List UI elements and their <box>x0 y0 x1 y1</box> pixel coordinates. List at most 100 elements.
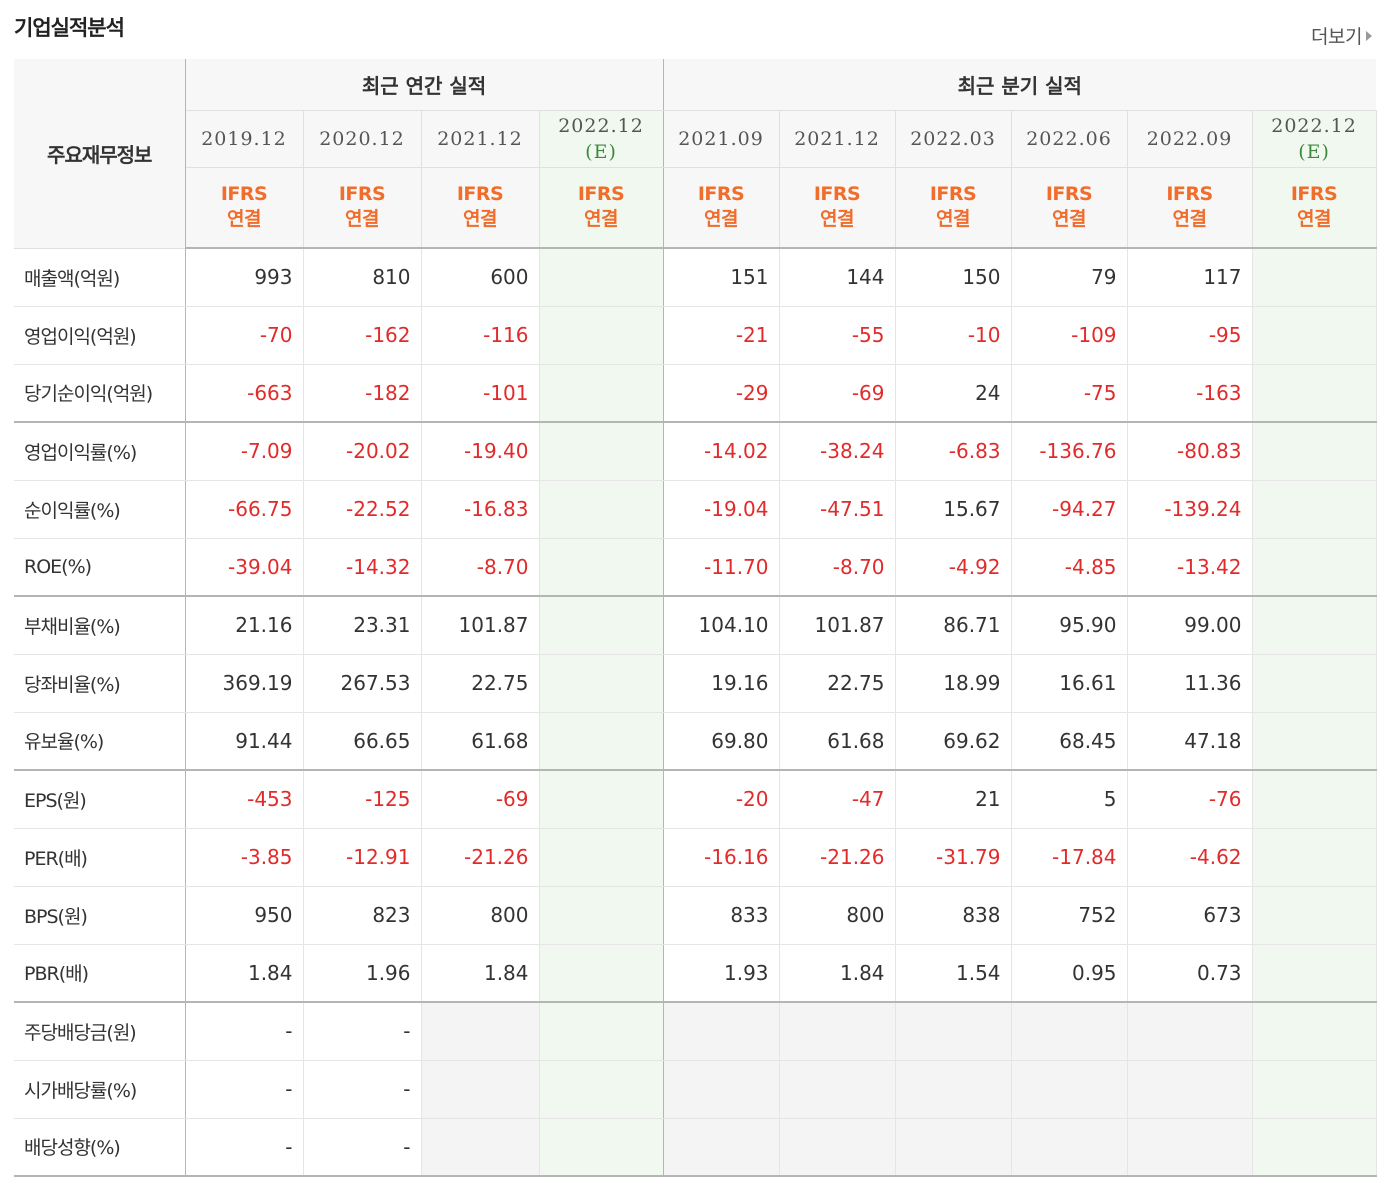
row-label: 영업이익률(%) <box>14 422 186 481</box>
table-cell: 101.87 <box>779 596 896 655</box>
table-cell <box>1252 770 1377 829</box>
table-cell: -69 <box>779 364 896 423</box>
table-cell <box>539 770 664 829</box>
table-cell: -21.26 <box>421 828 540 887</box>
row-label: 배당성향(%) <box>14 1118 186 1177</box>
table-cell: -39.04 <box>185 538 304 597</box>
ifrs-label: IFRS <box>813 183 861 206</box>
table-cell <box>539 248 664 307</box>
table-cell <box>1252 886 1377 945</box>
table-cell <box>895 1060 1012 1119</box>
table-cell <box>421 1002 540 1061</box>
table-cell: 91.44 <box>185 712 304 771</box>
table-cell: -116 <box>421 306 540 365</box>
row-label: 주당배당금(원) <box>14 1002 186 1061</box>
table-cell <box>539 1118 664 1177</box>
table-cell <box>1252 538 1377 597</box>
table-cell: -17.84 <box>1011 828 1128 887</box>
period-header: 2020.12 <box>303 110 422 168</box>
more-link[interactable]: 더보기 <box>1311 22 1372 49</box>
estimate-mark: (E) <box>585 140 617 163</box>
consolidated-label: 연결 <box>463 208 497 231</box>
table-cell: -95 <box>1127 306 1253 365</box>
table-row: PER(배) -3.85 -12.91 -21.26 -16.16 -21.26 -31.7… <box>14 828 1377 887</box>
table-cell: 22.75 <box>421 654 540 713</box>
table-cell <box>539 538 664 597</box>
table-cell: -16.16 <box>663 828 780 887</box>
table-cell: 800 <box>421 886 540 945</box>
table-cell: 19.16 <box>663 654 780 713</box>
table-cell: 673 <box>1127 886 1253 945</box>
table-cell <box>1252 1060 1377 1119</box>
row-label: 당기순이익(억원) <box>14 364 186 423</box>
table-cell: -4.85 <box>1011 538 1128 597</box>
table-cell: 23.31 <box>303 596 422 655</box>
consolidated-label: 연결 <box>704 208 738 231</box>
table-cell <box>663 1060 780 1119</box>
table-cell: -7.09 <box>185 422 304 481</box>
ifrs-badge: IFRS 연결 <box>1127 167 1253 249</box>
row-label: 순이익률(%) <box>14 480 186 539</box>
table-row: 당기순이익(억원) -663 -182 -101 -29 -69 24 -75 -163 <box>14 364 1377 423</box>
table-row: EPS(원) -453 -125 -69 -20 -47 21 5 -76 <box>14 770 1377 829</box>
period-label: 2021.12 <box>437 127 523 150</box>
table-row: 시가배당률(%) - - <box>14 1060 1377 1119</box>
period-header: 2022.12 (E) <box>539 110 664 168</box>
period-header: 2022.09 <box>1127 110 1253 168</box>
table-cell: 369.19 <box>185 654 304 713</box>
ifrs-badge: IFRS 연결 <box>421 167 540 249</box>
table-cell: 950 <box>185 886 304 945</box>
table-cell: 66.65 <box>303 712 422 771</box>
table-cell: 752 <box>1011 886 1128 945</box>
table-cell <box>1252 248 1377 307</box>
table-cell <box>539 480 664 539</box>
table-cell <box>539 1060 664 1119</box>
table-cell <box>539 654 664 713</box>
table-cell <box>1252 712 1377 771</box>
ifrs-label: IFRS <box>220 183 268 206</box>
row-label: 유보율(%) <box>14 712 186 771</box>
table-cell: - <box>185 1002 304 1061</box>
period-label: 2022.03 <box>910 127 996 150</box>
estimate-mark: (E) <box>1298 140 1330 163</box>
annual-group-header: 최근 연간 실적 <box>185 59 664 111</box>
ifrs-label: IFRS <box>338 183 386 206</box>
table-cell: -125 <box>303 770 422 829</box>
table-cell <box>1011 1002 1128 1061</box>
table-cell: 18.99 <box>895 654 1012 713</box>
row-label: 당좌비율(%) <box>14 654 186 713</box>
table-cell: -38.24 <box>779 422 896 481</box>
table-row: 배당성향(%) - - <box>14 1118 1377 1177</box>
table-cell <box>895 1118 1012 1177</box>
table-cell: 1.96 <box>303 944 422 1003</box>
table-cell: 1.84 <box>185 944 304 1003</box>
table-cell: 5 <box>1011 770 1128 829</box>
more-label: 더보기 <box>1311 26 1362 48</box>
table-cell: -66.75 <box>185 480 304 539</box>
row-label: 부채비율(%) <box>14 596 186 655</box>
table-cell: -47 <box>779 770 896 829</box>
row-label: 시가배당률(%) <box>14 1060 186 1119</box>
table-cell <box>421 1118 540 1177</box>
table-cell: -6.83 <box>895 422 1012 481</box>
table-row: 부채비율(%) 21.16 23.31 101.87 104.10 101.87 86.71… <box>14 596 1377 655</box>
table-cell: 1.54 <box>895 944 1012 1003</box>
ifrs-badge: IFRS 연결 <box>1252 167 1377 249</box>
table-cell: -163 <box>1127 364 1253 423</box>
table-cell <box>539 596 664 655</box>
table-cell: -182 <box>303 364 422 423</box>
table-row: PBR(배) 1.84 1.96 1.84 1.93 1.84 1.54 0.95 0.73 <box>14 944 1377 1003</box>
table-cell: 21.16 <box>185 596 304 655</box>
table-cell: - <box>185 1060 304 1119</box>
table-cell: -20 <box>663 770 780 829</box>
consolidated-label: 연결 <box>1052 208 1086 231</box>
table-cell: 150 <box>895 248 1012 307</box>
arrow-right-icon <box>1366 31 1372 41</box>
table-cell <box>779 1002 896 1061</box>
table-cell: -16.83 <box>421 480 540 539</box>
table-cell <box>1011 1118 1128 1177</box>
table-cell: -19.40 <box>421 422 540 481</box>
table-cell <box>1127 1060 1253 1119</box>
ifrs-badge: IFRS 연결 <box>895 167 1012 249</box>
table-cell: -3.85 <box>185 828 304 887</box>
